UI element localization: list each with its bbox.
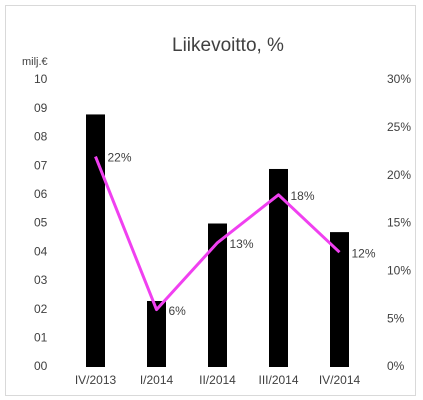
y-tick-label: 08	[34, 130, 48, 144]
y-tick-label: 06	[34, 187, 48, 201]
bar	[269, 168, 288, 367]
bar	[208, 223, 227, 367]
chart-title: Liikevoitto, %	[172, 35, 284, 56]
y-axis-label: milj.€	[22, 56, 48, 68]
y-tick-label: 01	[34, 330, 48, 344]
bar	[147, 300, 166, 367]
x-tick-label: III/2014	[258, 373, 298, 387]
y-tick-label: 04	[34, 244, 48, 258]
data-label: 13%	[230, 237, 254, 251]
y-tick-label: 09	[34, 101, 48, 115]
bar	[86, 114, 105, 367]
data-label: 18%	[291, 189, 315, 203]
y-tick-label: 02	[34, 302, 48, 316]
x-tick-label: IV/2014	[319, 373, 361, 387]
x-tick-label: IV/2013	[75, 373, 117, 387]
y-tick-label: 05	[34, 216, 48, 230]
y-tick-label: 07	[34, 158, 48, 172]
y-tick-label: 03	[34, 273, 48, 287]
y2-tick-label: 30%	[387, 72, 411, 86]
y2-tick-label: 10%	[387, 264, 411, 278]
data-label: 22%	[108, 151, 132, 165]
x-tick-label: I/2014	[140, 373, 174, 387]
y2-tick-label: 20%	[387, 168, 411, 182]
y2-tick-label: 5%	[387, 311, 405, 325]
x-tick-label: II/2014	[199, 373, 236, 387]
y2-tick-label: 15%	[387, 216, 411, 230]
y-tick-label: 00	[34, 359, 48, 373]
y2-tick-label: 0%	[387, 359, 405, 373]
line	[94, 155, 341, 312]
data-label: 6%	[169, 304, 187, 318]
data-label: 12%	[352, 246, 376, 260]
y-tick-label: 10	[34, 72, 48, 86]
y2-tick-label: 25%	[387, 120, 411, 134]
bar	[330, 232, 349, 367]
